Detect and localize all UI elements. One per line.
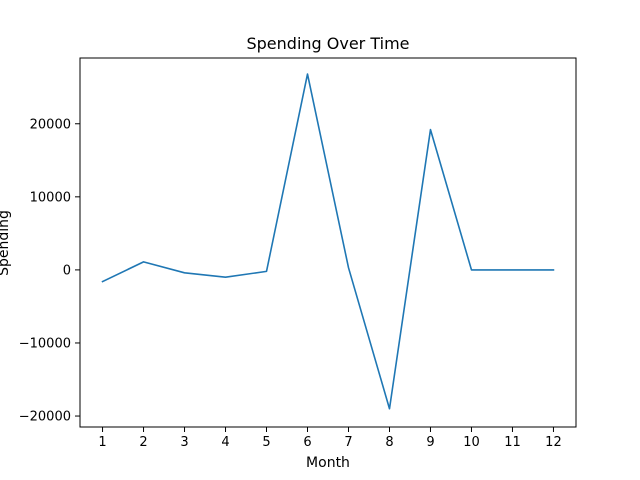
y-tick-label: 0 <box>63 263 71 278</box>
x-tick-label: 7 <box>344 435 352 450</box>
x-tick-label: 9 <box>426 435 434 450</box>
x-tick-label: 10 <box>463 435 480 450</box>
x-tick-label: 2 <box>139 435 147 450</box>
x-tick-label: 6 <box>303 435 311 450</box>
x-tick-label: 4 <box>221 435 229 450</box>
axes-frame <box>79 57 577 428</box>
x-tick-label: 11 <box>504 435 521 450</box>
x-tick-label: 12 <box>545 435 562 450</box>
x-tick-label: 1 <box>98 435 106 450</box>
y-tick-label: 10000 <box>30 190 71 205</box>
y-tick-label: −20000 <box>19 410 71 425</box>
x-tick-label: 5 <box>262 435 270 450</box>
x-tick-label: 3 <box>180 435 188 450</box>
chart-title: Spending Over Time <box>246 34 409 53</box>
y-axis-label: Spending <box>0 210 12 276</box>
y-tick-label: −10000 <box>19 336 71 351</box>
x-tick-label: 8 <box>385 435 393 450</box>
x-axis-label: Month <box>306 455 350 471</box>
series-line <box>101 73 555 410</box>
y-tick-label: 20000 <box>30 117 71 132</box>
